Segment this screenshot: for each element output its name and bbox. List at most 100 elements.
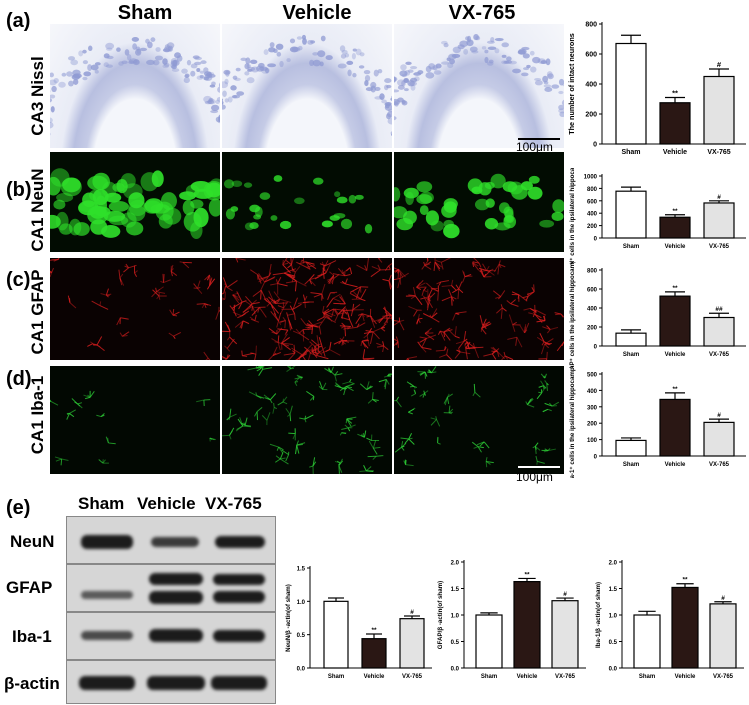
micrograph-texture	[394, 173, 564, 239]
y-tick-label: 300	[587, 405, 598, 411]
bar-sham	[475, 614, 503, 669]
bar-vehicle	[659, 398, 691, 457]
significance-marker: **	[682, 577, 688, 584]
significance-marker: ##	[715, 306, 723, 313]
bar-chart-intact-neurons: The number of intact neurons 0 200 400 600 80…	[567, 22, 746, 156]
y-tick-label: 0	[594, 237, 598, 243]
scale-bar-iba1	[518, 466, 560, 468]
bar-vx-765	[703, 316, 735, 347]
micrograph-texture	[222, 366, 392, 474]
x-tick-label: VX-765	[555, 674, 576, 680]
y-axis-label: NeuN/β -actin(of sham)	[285, 584, 292, 652]
micrograph-texture	[50, 168, 220, 240]
y-tick-label: 200	[587, 224, 598, 230]
y-tick-label: 100	[587, 438, 598, 444]
bar-chart-gfap-blot: GFAP/β -actin(of sham) 0.0 0.5 1.0 1.5 2.0 Sha…	[437, 560, 586, 680]
micrograph-texture	[394, 366, 560, 468]
significance-marker: #	[410, 609, 414, 616]
micrograph-texture	[50, 390, 216, 466]
x-tick-label: Sham	[328, 674, 344, 680]
bar-sham	[323, 600, 349, 669]
x-tick-label: Sham	[623, 244, 639, 250]
y-tick-label: 200	[585, 112, 597, 119]
x-tick-label: Vehicle	[663, 149, 687, 156]
bar-sham	[633, 614, 661, 669]
significance-marker: **	[524, 571, 530, 578]
y-tick-label: 1.5	[451, 587, 460, 593]
y-tick-label: 2.0	[451, 561, 460, 567]
bar-vehicle	[659, 295, 691, 347]
y-tick-label: 1.5	[297, 567, 306, 573]
significance-marker: **	[672, 386, 678, 393]
blot-strip-neun	[66, 516, 276, 564]
bar-vx-765	[399, 618, 425, 669]
bar-vx-765	[709, 603, 737, 669]
bar-vehicle	[513, 581, 541, 669]
bar-vx-765	[703, 202, 735, 239]
micrograph-nissl-vehicle	[222, 24, 392, 148]
y-tick-label: 1.5	[609, 587, 618, 593]
bar-vx-765	[703, 75, 735, 145]
bar-vehicle	[671, 586, 699, 669]
micrograph-nissl-sham	[50, 24, 220, 148]
y-tick-label: 800	[587, 187, 598, 193]
x-tick-label: Vehicle	[517, 674, 538, 680]
significance-marker: #	[721, 595, 725, 602]
bar-chart-gfap-cells: GFAP⁺ cells in the ipsilateral hippocamp…	[569, 262, 746, 368]
y-tick-label: 600	[585, 52, 597, 59]
y-tick-label: 0.0	[297, 667, 306, 673]
y-tick-label: 1.0	[609, 614, 618, 620]
micrograph-iba1-sham	[50, 366, 220, 474]
bar-vehicle	[659, 102, 691, 145]
x-tick-label: VX-765	[709, 352, 730, 358]
significance-marker: #	[717, 194, 721, 201]
micrograph-gfap-vehicle	[222, 258, 392, 360]
y-tick-label: 500	[587, 373, 598, 379]
panel-label-e: (e)	[6, 497, 31, 519]
y-axis-label: NeuN⁺ cells in the ipsilateral hippocamp…	[569, 168, 576, 264]
x-tick-label: VX-765	[713, 674, 734, 680]
micrograph-iba1-vx765	[394, 366, 564, 474]
scale-bar-nissl	[518, 138, 560, 140]
x-tick-label: Vehicle	[364, 674, 385, 680]
significance-marker: **	[672, 208, 678, 215]
x-tick-label: Vehicle	[665, 352, 686, 358]
micrograph-texture	[222, 258, 392, 360]
blot-column-vehicle: Vehicle	[137, 494, 196, 513]
micrograph-texture	[394, 34, 564, 140]
x-tick-label: Vehicle	[665, 244, 686, 250]
y-axis-label: GFAP/β -actin(of sham)	[437, 581, 444, 649]
micrograph-neun-sham	[50, 152, 220, 252]
bar-chart-iba1-blot: Iba-1/β -actin(of sham) 0.0 0.5 1.0 1.5 2.0 Sh…	[595, 560, 744, 680]
y-tick-label: 400	[587, 307, 598, 313]
significance-marker: **	[371, 627, 377, 634]
y-tick-label: 0.5	[609, 640, 618, 646]
bar-chart-neun-blot: NeuN/β -actin(of sham) 0.0 0.5 1.0 1.5 Sham **…	[285, 566, 432, 680]
y-tick-label: 0.0	[451, 667, 460, 673]
column-label-sham: Sham	[117, 2, 173, 24]
blot-row-iba1: Iba-1	[12, 627, 52, 646]
y-tick-label: 0.5	[297, 633, 306, 639]
y-axis-label: The number of intact neurons	[567, 33, 576, 134]
x-tick-label: Vehicle	[665, 462, 686, 468]
y-tick-label: 400	[587, 389, 598, 395]
y-tick-label: 200	[587, 422, 598, 428]
y-tick-label: 400	[587, 212, 598, 218]
row-label-ca3-nissl: CA3 Nissl	[28, 56, 47, 136]
scale-bar-label-iba1: 100μm	[516, 470, 553, 484]
micrograph-texture	[222, 34, 392, 137]
blot-row-neun: NeuN	[10, 532, 55, 551]
y-tick-label: 0.0	[609, 667, 618, 673]
y-axis-label: Iba-1⁺ cells in the ipsilateral hippocam…	[569, 366, 576, 478]
blot-column-sham: Sham	[78, 494, 125, 513]
y-tick-label: 2.0	[609, 561, 618, 567]
x-tick-label: Sham	[623, 352, 639, 358]
significance-marker: #	[563, 591, 567, 598]
blot-row-gfap: GFAP	[6, 578, 53, 597]
y-tick-label: 0	[593, 142, 597, 149]
y-tick-label: 0.5	[451, 640, 460, 646]
column-label-vx765: VX-765	[448, 2, 516, 24]
bar-sham	[615, 42, 647, 145]
micrograph-texture	[223, 175, 373, 234]
significance-marker: **	[672, 285, 678, 292]
